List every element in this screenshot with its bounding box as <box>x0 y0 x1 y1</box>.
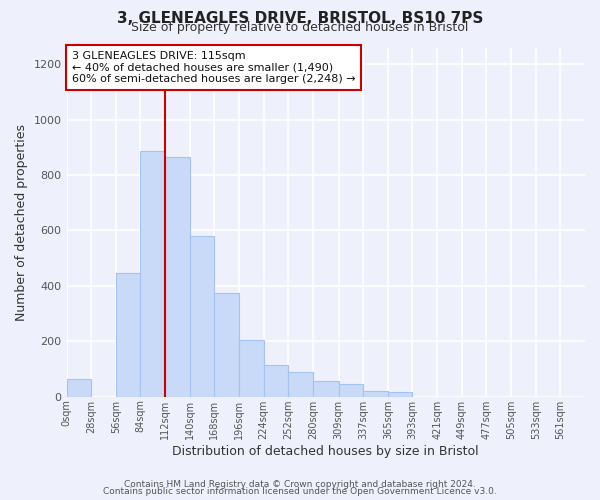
X-axis label: Distribution of detached houses by size in Bristol: Distribution of detached houses by size … <box>172 444 479 458</box>
Bar <box>116 274 140 396</box>
Bar <box>289 372 313 396</box>
Bar <box>388 392 412 396</box>
Bar <box>190 236 214 396</box>
Text: Contains HM Land Registry data © Crown copyright and database right 2024.: Contains HM Land Registry data © Crown c… <box>124 480 476 489</box>
Bar <box>239 340 264 396</box>
Text: 3, GLENEAGLES DRIVE, BRISTOL, BS10 7PS: 3, GLENEAGLES DRIVE, BRISTOL, BS10 7PS <box>117 11 483 26</box>
Bar <box>67 378 91 396</box>
Bar <box>313 381 338 396</box>
Text: Size of property relative to detached houses in Bristol: Size of property relative to detached ho… <box>131 22 469 35</box>
Text: 3 GLENEAGLES DRIVE: 115sqm
← 40% of detached houses are smaller (1,490)
60% of s: 3 GLENEAGLES DRIVE: 115sqm ← 40% of deta… <box>72 51 355 84</box>
Text: Contains public sector information licensed under the Open Government Licence v3: Contains public sector information licen… <box>103 487 497 496</box>
Bar <box>363 391 388 396</box>
Bar <box>140 152 165 396</box>
Bar <box>214 292 239 397</box>
Y-axis label: Number of detached properties: Number of detached properties <box>15 124 28 320</box>
Bar <box>165 157 190 396</box>
Bar <box>338 384 363 396</box>
Bar <box>264 365 289 396</box>
